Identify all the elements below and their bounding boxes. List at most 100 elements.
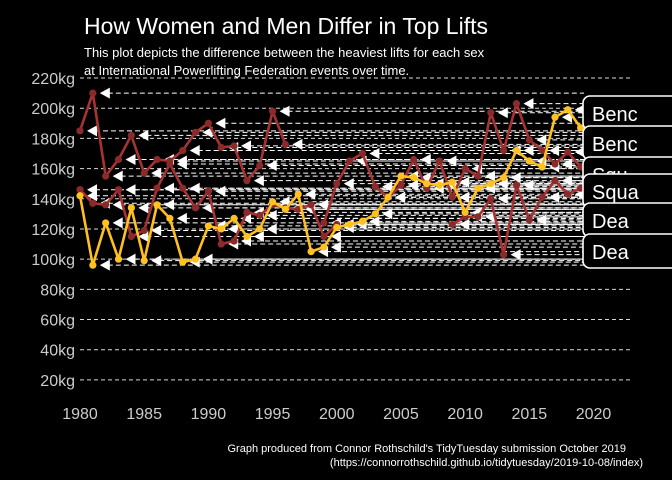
gap-arrowhead-2-2014 — [523, 98, 534, 110]
series-point-1-1982 — [102, 201, 110, 209]
series-point-4-1990 — [204, 222, 212, 230]
series-point-4-2003 — [371, 210, 379, 218]
series-point-3-2015 — [525, 216, 533, 224]
series-point-4-2014 — [512, 146, 521, 155]
chart-caption-line-2: (https://connorrothschild.github.io/tidy… — [330, 457, 643, 469]
gap-arrowhead-2-2012 — [497, 107, 508, 119]
series-point-2-2016 — [538, 146, 546, 155]
series-point-4-2018 — [564, 106, 572, 114]
gap-arrowhead-3-2017 — [561, 175, 572, 187]
x-tick-label-2000: 2000 — [319, 406, 355, 423]
right-labels: BencBencSquSquaDeaDea — [582, 95, 672, 269]
gap-arrowhead-0-1985 — [151, 167, 162, 179]
y-tick-label-20: 20kg — [40, 373, 75, 390]
series-point-4-2013 — [500, 174, 508, 182]
series-point-4-1983 — [114, 255, 123, 263]
series-point-4-2016 — [538, 163, 546, 171]
gap-arrowhead-4-2014 — [523, 144, 534, 156]
chart-subtitle-line-1: This plot depicts the difference between… — [84, 45, 485, 60]
series-point-3-2013 — [500, 251, 508, 259]
series-point-1-1990 — [204, 187, 212, 195]
series-point-1-1999 — [320, 232, 328, 241]
gap-arrowhead-0-1981 — [99, 87, 110, 99]
series-point-2-2008 — [435, 157, 444, 165]
x-tick-label-1995: 1995 — [255, 406, 291, 423]
series-point-2-2014 — [512, 100, 521, 108]
x-tick-label-2020: 2020 — [576, 406, 612, 423]
series-point-0-1990 — [204, 119, 212, 127]
gap-arrowhead-3-2012 — [497, 193, 508, 205]
gap-arrowhead-0-1996 — [292, 138, 303, 150]
right-label-5: Dea — [582, 233, 672, 269]
series-point-0-1996 — [281, 140, 289, 149]
series-point-4-2006 — [410, 174, 418, 182]
x-tick-label-1990: 1990 — [191, 406, 227, 423]
series-layer — [76, 89, 585, 269]
series-point-0-1989 — [191, 128, 200, 136]
gap-arrowhead-0-1980 — [87, 125, 97, 137]
x-tick-label-2005: 2005 — [383, 406, 419, 423]
x-axis-ticks: 1980 1985 1990 1995 2000 2005 2010 2015 2020 — [62, 406, 611, 423]
series-point-1-1991 — [217, 240, 225, 248]
series-point-3-2017 — [551, 177, 559, 185]
series-point-1-1987 — [166, 160, 174, 168]
series-point-4-1984 — [127, 204, 135, 212]
series-point-2-2009 — [448, 193, 456, 201]
series-point-4-1986 — [153, 201, 161, 209]
y-tick-label-100: 100kg — [31, 252, 75, 269]
series-point-1-1980 — [76, 186, 84, 194]
gap-arrowhead-0-1988 — [189, 144, 200, 156]
y-tick-label-80: 80kg — [40, 282, 75, 299]
series-point-1-1981 — [89, 199, 97, 207]
series-point-4-2012 — [487, 180, 495, 188]
series-point-4-1994 — [256, 225, 264, 233]
gap-arrowhead-4-2009 — [459, 176, 470, 188]
series-point-4-2000 — [333, 223, 341, 232]
series-point-4-1996 — [281, 205, 289, 213]
gap-arrowhead-0-1994 — [266, 160, 277, 172]
series-point-2-2005 — [397, 181, 405, 189]
series-line-4 — [78, 108, 582, 267]
gap-arrowhead-3-2015 — [536, 214, 547, 226]
gap-arrowhead-2-2017 — [561, 158, 572, 170]
gap-arrowhead-4-1985 — [151, 255, 162, 267]
right-label-text-4: Dea — [592, 211, 630, 233]
gap-arrowhead-2-2016 — [549, 144, 560, 156]
gap-arrowhead-4-1981 — [99, 259, 110, 271]
series-point-4-1980 — [76, 192, 84, 200]
series-point-1-1994 — [256, 211, 264, 219]
gap-arrowhead-4-1999 — [330, 241, 341, 253]
gap-arrowhead-4-1982 — [112, 217, 123, 229]
series-point-3-2011 — [474, 213, 482, 221]
gap-arrowhead-4-1989 — [202, 253, 213, 265]
gap-arrowhead-0-1984 — [138, 129, 149, 141]
series-point-3-2016 — [538, 193, 546, 201]
series-point-4-2015 — [525, 157, 533, 165]
gap-arrowhead-0-1982 — [112, 170, 123, 182]
gap-arrowhead-2-2008 — [446, 155, 457, 167]
series-point-4-2017 — [551, 113, 559, 121]
gap-arrowhead-0-1989 — [202, 126, 213, 138]
series-point-0-1994 — [256, 161, 264, 170]
gap-arrowhead-1-1983 — [125, 184, 136, 196]
right-label-3: Squa — [582, 173, 672, 209]
y-tick-label-60: 60kg — [40, 313, 75, 330]
series-point-4-1985 — [140, 257, 148, 265]
x-tick-label-2015: 2015 — [512, 406, 548, 423]
series-point-4-2010 — [461, 208, 469, 216]
series-point-2-2012 — [487, 109, 495, 117]
gap-arrowhead-4-2003 — [382, 208, 393, 220]
y-tick-label-120: 120kg — [31, 222, 75, 239]
series-point-4-2001 — [345, 220, 354, 229]
series-point-0-1984 — [127, 131, 135, 139]
gap-arrowhead-1-1990 — [215, 185, 226, 197]
x-tick-label-1985: 1985 — [126, 406, 162, 423]
series-point-4-1993 — [243, 232, 251, 241]
x-tick-label-2010: 2010 — [447, 406, 483, 423]
series-point-4-2004 — [384, 193, 392, 201]
series-point-4-1998 — [307, 247, 315, 256]
gap-arrowhead-4-1993 — [253, 231, 264, 242]
gap-arrowhead-1-1982 — [112, 199, 123, 211]
series-point-2-2006 — [410, 155, 418, 164]
y-axis-ticks: 20kg 40kg 60kg 80kg 100kg 120kg 140kg 160kg 180k… — [31, 71, 75, 390]
